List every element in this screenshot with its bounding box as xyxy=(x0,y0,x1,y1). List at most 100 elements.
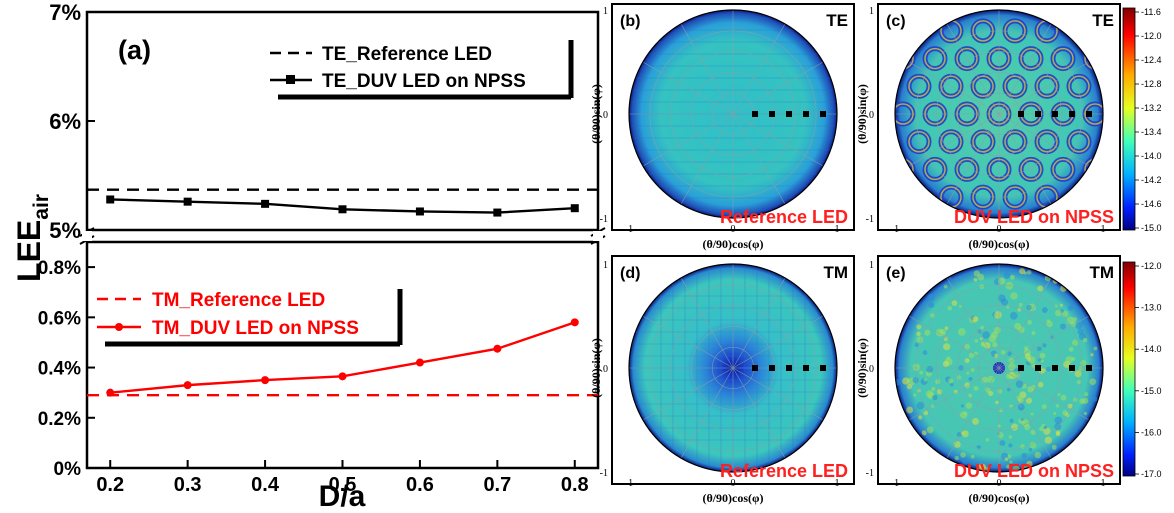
plot-frame-lower xyxy=(85,240,600,470)
caption-d: Reference LED xyxy=(720,461,848,481)
y-tick-label-lower: 0% xyxy=(54,459,82,480)
legend-tm-reference: TM_Reference LED xyxy=(152,290,325,311)
profile-marker xyxy=(1086,365,1092,371)
colorbar-tick-label: -13.0 xyxy=(1141,303,1162,313)
profile-marker xyxy=(820,365,826,371)
polar-axis-ticks: -1 0 1 1 0 -1 xyxy=(866,6,1106,235)
legend-te-npss: TE_DUV LED on NPSS xyxy=(322,71,526,92)
colorbar-tick-label: -14.0 xyxy=(1141,151,1162,161)
profile-marker xyxy=(1052,365,1058,371)
data-point xyxy=(570,318,579,327)
panel-b-polar: -1 0 1 1 0 -1 (θ/90)cos(φ) (θ/90)sin(φ) (b) TE Ref… xyxy=(589,3,855,251)
polar-x-tick-label: 1 xyxy=(835,224,840,235)
profile-marker xyxy=(786,111,792,117)
polar-x-tick-label: -1 xyxy=(625,478,633,489)
data-point xyxy=(261,376,270,385)
data-point xyxy=(261,199,270,208)
profile-marker xyxy=(1069,365,1075,371)
panel-label-d: (d) xyxy=(620,265,640,282)
polar-outline xyxy=(628,263,838,473)
x-tick-label: 0.8 xyxy=(561,474,589,496)
y-axis-title-main: LEE xyxy=(11,220,47,282)
caption-c: DUV LED on NPSS xyxy=(954,207,1114,227)
polar-x-tick-label: -1 xyxy=(891,478,899,489)
x-tick-label: 0.5 xyxy=(329,474,357,496)
svg-text:LEEair: LEEair xyxy=(11,194,53,282)
y-tick-label-lower: 0.8% xyxy=(38,258,81,279)
data-point xyxy=(493,344,502,353)
data-point xyxy=(493,208,502,217)
polar-outline xyxy=(894,9,1104,219)
panel-label-b: (b) xyxy=(620,13,640,30)
polar-x-tick-label: 1 xyxy=(835,478,840,489)
polar-outline xyxy=(894,263,1104,473)
colorbar-bottom: -12.0 -13.0 -14.0 -15.0 -16.0 -17.0 xyxy=(1122,261,1162,479)
polar-x-title: (θ/90)cos(φ) xyxy=(702,237,763,251)
data-point xyxy=(183,197,192,206)
x-tick-label: 0.4 xyxy=(251,474,280,496)
panel-label-a: (a) xyxy=(118,35,151,65)
polar-x-title: (θ/90)cos(φ) xyxy=(702,491,763,505)
legend-upper: TE_Reference LED TE_DUV LED on NPSS xyxy=(270,40,574,100)
panel-label-e: (e) xyxy=(886,265,906,282)
colorbar-tick-label: -12.0 xyxy=(1141,31,1162,41)
polar-x-tick-label: 1 xyxy=(1101,478,1106,489)
caption-e: DUV LED on NPSS xyxy=(954,461,1114,481)
colorbar-tick-label: -13.2 xyxy=(1141,103,1162,113)
polar-y-tick-label: 1 xyxy=(603,260,608,271)
legend-te-reference: TE_Reference LED xyxy=(322,44,492,65)
profile-marker xyxy=(803,365,809,371)
colorbar-tick-label: -13.4 xyxy=(1141,127,1162,137)
profile-marker xyxy=(1069,111,1075,117)
polar-x-tick-label: 0 xyxy=(997,478,1002,489)
profile-marker xyxy=(769,111,775,117)
y-axis-title: LEEair xyxy=(11,194,53,282)
colorbar-tick-label: -14.6 xyxy=(1141,199,1162,209)
data-point xyxy=(415,207,424,216)
data-point xyxy=(570,204,579,213)
polar-y-tick-label: -1 xyxy=(600,468,608,479)
polar-y-title: (θ/90)sin(φ) xyxy=(855,84,869,144)
polar-x-tick-label: 0 xyxy=(731,478,736,489)
legend-lower: TM_Reference LED TM_DUV LED on NPSS xyxy=(97,289,403,347)
y-tick-label-lower: 0.6% xyxy=(38,308,81,329)
polar-y-tick-label: -1 xyxy=(866,468,874,479)
mode-label-b: TE xyxy=(826,11,848,30)
data-point xyxy=(338,372,347,381)
polar-x-tick-label: -1 xyxy=(891,224,899,235)
polar-y-title: (θ/90)sin(φ) xyxy=(589,84,603,144)
polar-x-tick-label: 0 xyxy=(997,224,1002,235)
profile-marker xyxy=(769,365,775,371)
y-tick-label-upper: 6% xyxy=(49,109,81,134)
polar-axis-ticks: -1 0 1 1 0 -1 xyxy=(866,260,1106,489)
y-tick-label-lower: 0.4% xyxy=(38,359,81,380)
polar-x-tick-label: -1 xyxy=(625,224,633,235)
y-axis-title-sub: air xyxy=(30,194,53,220)
panel-label-c: (c) xyxy=(886,13,906,30)
data-point xyxy=(106,195,115,204)
colorbar-tick-label: -16.0 xyxy=(1141,427,1162,437)
y-tick-label-upper: 7% xyxy=(49,0,81,25)
profile-marker xyxy=(786,365,792,371)
polar-y-tick-label: 1 xyxy=(603,6,608,17)
x-tick-label: 0.3 xyxy=(174,474,202,496)
profile-marker xyxy=(752,111,758,117)
polar-axis-ticks: -1 0 1 1 0 -1 xyxy=(600,6,840,235)
polar-x-tick-label: 1 xyxy=(1101,224,1106,235)
panel-e-polar: -1 0 1 1 0 -1 (θ/90)cos(φ) (θ/90)sin(φ) (e) TM DUV… xyxy=(855,255,1121,505)
polar-axis-ticks: -1 0 1 1 0 -1 xyxy=(600,260,840,489)
x-axis-title: D/a xyxy=(319,480,366,513)
profile-marker xyxy=(1035,365,1041,371)
profile-marker xyxy=(1086,111,1092,117)
x-tick-label: 0.6 xyxy=(406,474,434,496)
data-point xyxy=(183,381,192,390)
polar-y-tick-label: 0 xyxy=(603,110,608,121)
polar-y-tick-label: 1 xyxy=(869,260,874,271)
polar-outline xyxy=(628,9,838,219)
panel-d-polar: -1 0 1 1 0 -1 (θ/90)cos(φ) (θ/90)sin(φ) (d) TM Ref… xyxy=(589,255,855,505)
polar-y-tick-label: 0 xyxy=(869,364,874,375)
polar-x-title: (θ/90)cos(φ) xyxy=(968,237,1029,251)
polar-y-tick-label: -1 xyxy=(866,214,874,225)
colorbar-tick-label: -12.0 xyxy=(1141,261,1162,271)
